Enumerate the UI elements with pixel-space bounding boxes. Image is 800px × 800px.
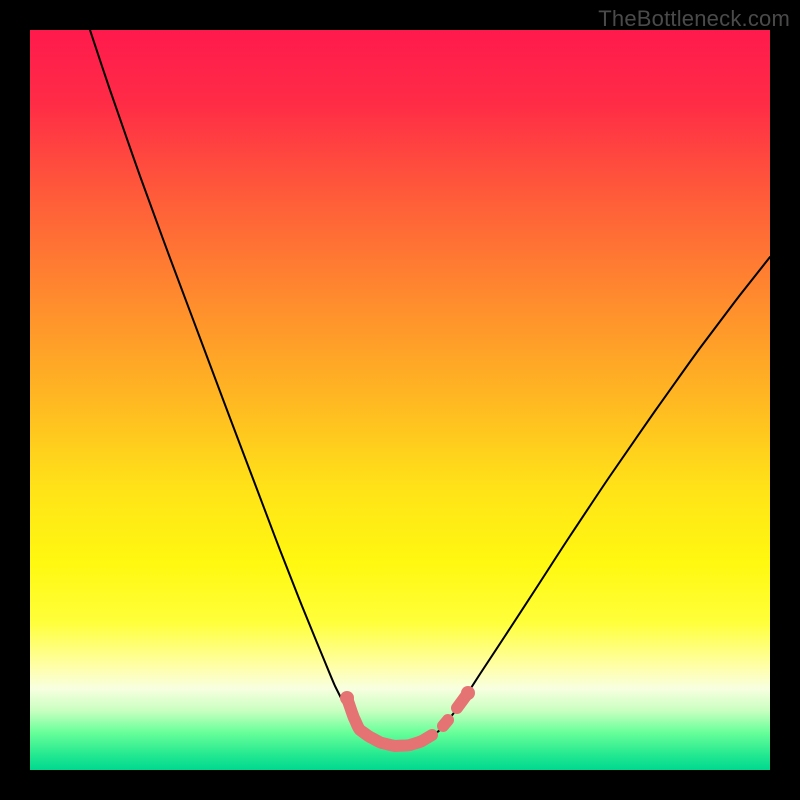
highlight-markers [340,686,475,746]
plot-area [30,30,770,770]
watermark-text: TheBottleneck.com [598,6,790,32]
plot-overlay [30,30,770,770]
bottleneck-curve [90,30,770,746]
